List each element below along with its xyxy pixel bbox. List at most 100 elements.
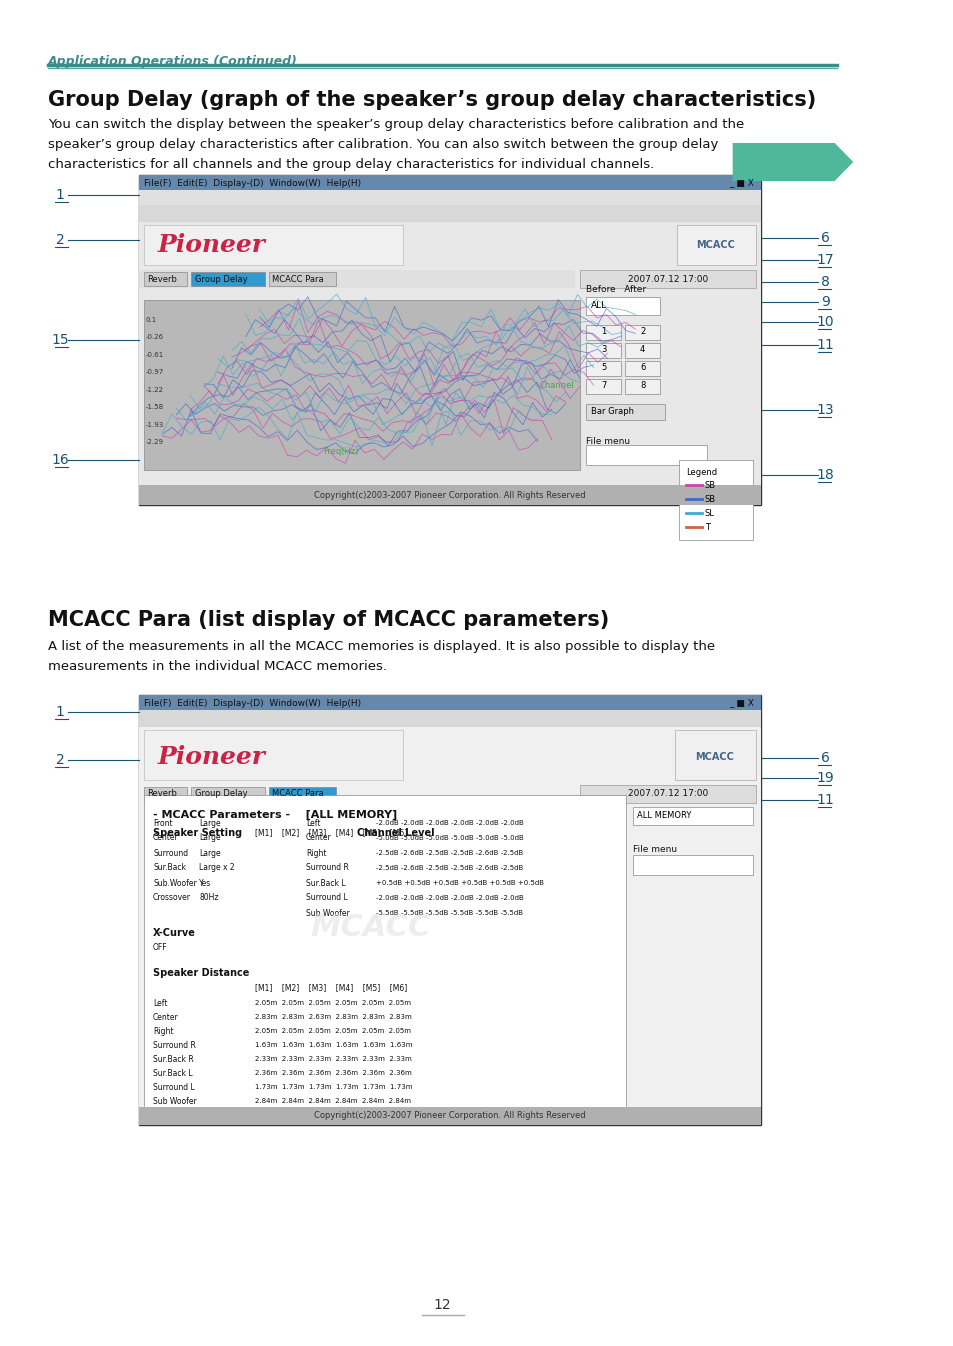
Text: 2: 2 bbox=[639, 327, 644, 336]
Bar bbox=[585, 343, 620, 358]
Bar bbox=[585, 446, 706, 464]
Text: T: T bbox=[704, 522, 709, 532]
Text: 3: 3 bbox=[600, 346, 606, 354]
Text: 16: 16 bbox=[51, 454, 69, 467]
Bar bbox=[144, 795, 625, 1110]
Text: 1: 1 bbox=[56, 188, 65, 202]
Text: Center: Center bbox=[152, 833, 178, 843]
Text: Sur.Back R: Sur.Back R bbox=[152, 1054, 193, 1063]
Text: MCACC: MCACC bbox=[694, 752, 733, 762]
Text: 18: 18 bbox=[816, 468, 834, 482]
Text: Yes: Yes bbox=[199, 879, 212, 887]
Bar bbox=[191, 787, 265, 801]
Text: 2.84m  2.84m  2.84m  2.84m  2.84m  2.84m: 2.84m 2.84m 2.84m 2.84m 2.84m 2.84m bbox=[254, 1098, 411, 1104]
Text: Sub.Woofer: Sub.Woofer bbox=[152, 879, 196, 887]
Text: -1.22: -1.22 bbox=[146, 388, 164, 393]
Text: +0.5dB +0.5dB +0.5dB +0.5dB +0.5dB +0.5dB: +0.5dB +0.5dB +0.5dB +0.5dB +0.5dB +0.5d… bbox=[375, 880, 543, 886]
Text: -2.5dB -2.6dB -2.5dB -2.5dB -2.6dB -2.5dB: -2.5dB -2.6dB -2.5dB -2.5dB -2.6dB -2.5d… bbox=[375, 865, 522, 871]
Bar bbox=[191, 272, 265, 285]
Text: ALL: ALL bbox=[590, 302, 606, 311]
Bar bbox=[679, 460, 752, 540]
Bar bbox=[585, 324, 620, 341]
Text: Application Operations (Continued): Application Operations (Continued) bbox=[49, 55, 297, 69]
Text: SB: SB bbox=[704, 481, 716, 490]
Text: Copyright(c)2003-2007 Pioneer Corporation. All Rights Reserved: Copyright(c)2003-2007 Pioneer Corporatio… bbox=[314, 1112, 585, 1120]
Bar bbox=[139, 709, 760, 727]
Text: 17: 17 bbox=[816, 253, 833, 267]
Text: MCACC: MCACC bbox=[311, 914, 431, 942]
Text: Sub Woofer: Sub Woofer bbox=[152, 1097, 196, 1105]
Text: Group Delay: Group Delay bbox=[194, 790, 247, 798]
Text: speaker’s group delay characteristics after calibration. You can also switch bet: speaker’s group delay characteristics af… bbox=[49, 139, 718, 151]
Bar bbox=[585, 361, 620, 376]
Text: Group Delay: Group Delay bbox=[194, 275, 247, 284]
Text: 9: 9 bbox=[821, 295, 829, 310]
Text: Right: Right bbox=[152, 1027, 173, 1035]
Text: A list of the measurements in all the MCACC memories is displayed. It is also po: A list of the measurements in all the MC… bbox=[49, 639, 715, 653]
Text: 2.33m  2.33m  2.33m  2.33m  2.33m  2.33m: 2.33m 2.33m 2.33m 2.33m 2.33m 2.33m bbox=[254, 1057, 412, 1062]
Bar bbox=[144, 730, 403, 779]
Text: 2.83m  2.83m  2.63m  2.83m  2.83m  2.83m: 2.83m 2.83m 2.63m 2.83m 2.83m 2.83m bbox=[254, 1014, 412, 1020]
Bar bbox=[585, 404, 664, 420]
Bar bbox=[624, 361, 659, 376]
Text: Sur.Back L: Sur.Back L bbox=[306, 879, 345, 887]
Bar bbox=[139, 727, 760, 1125]
Bar bbox=[675, 730, 755, 779]
Text: 8: 8 bbox=[821, 275, 829, 289]
Text: Pioneer: Pioneer bbox=[157, 233, 265, 257]
Text: 2007.07.12 17:00: 2007.07.12 17:00 bbox=[627, 790, 707, 798]
Text: 7: 7 bbox=[600, 381, 606, 390]
Text: MCACC Para: MCACC Para bbox=[272, 790, 323, 798]
Text: Surround R: Surround R bbox=[152, 1040, 195, 1050]
Text: MCACC: MCACC bbox=[696, 240, 735, 250]
Text: Surround L: Surround L bbox=[306, 894, 348, 903]
Text: Large: Large bbox=[199, 833, 221, 843]
Bar bbox=[139, 205, 760, 222]
Bar bbox=[144, 272, 187, 285]
Text: 11: 11 bbox=[816, 338, 834, 353]
Text: 2007.07.12 17:00: 2007.07.12 17:00 bbox=[627, 275, 707, 284]
Text: Group Delay (graph of the speaker’s group delay characteristics): Group Delay (graph of the speaker’s grou… bbox=[49, 90, 816, 110]
Text: -1.93: -1.93 bbox=[146, 423, 164, 428]
Text: Channel: Channel bbox=[538, 381, 574, 389]
Bar bbox=[268, 787, 335, 801]
Text: Center: Center bbox=[152, 1012, 178, 1022]
Bar bbox=[585, 297, 659, 315]
Text: Bar Graph: Bar Graph bbox=[590, 408, 633, 416]
Text: _ ■ X: _ ■ X bbox=[729, 699, 754, 708]
Text: 12: 12 bbox=[433, 1298, 451, 1312]
Text: File menu: File menu bbox=[585, 437, 630, 447]
Text: characteristics for all channels and the group delay characteristics for individ: characteristics for all channels and the… bbox=[49, 157, 654, 171]
Text: Channel Level: Channel Level bbox=[356, 828, 435, 839]
Text: 19: 19 bbox=[816, 771, 834, 785]
Text: Large: Large bbox=[199, 818, 221, 828]
Text: 2.05m  2.05m  2.05m  2.05m  2.05m  2.05m: 2.05m 2.05m 2.05m 2.05m 2.05m 2.05m bbox=[254, 1000, 411, 1005]
Bar bbox=[268, 272, 335, 285]
Bar bbox=[144, 300, 579, 470]
Text: 0.1: 0.1 bbox=[146, 318, 156, 323]
Text: 1.63m  1.63m  1.63m  1.63m  1.63m  1.63m: 1.63m 1.63m 1.63m 1.63m 1.63m 1.63m bbox=[254, 1042, 412, 1049]
Text: Surround R: Surround R bbox=[306, 864, 349, 872]
Text: -2.29: -2.29 bbox=[146, 439, 164, 446]
Bar bbox=[139, 271, 575, 288]
Bar bbox=[624, 380, 659, 394]
Polygon shape bbox=[732, 143, 852, 180]
Bar bbox=[139, 695, 760, 709]
Text: 1: 1 bbox=[56, 705, 65, 719]
Text: Right: Right bbox=[306, 848, 326, 857]
Text: -5.0dB -5.0dB -5.0dB -5.0dB -5.0dB -5.0dB: -5.0dB -5.0dB -5.0dB -5.0dB -5.0dB -5.0d… bbox=[375, 835, 523, 841]
Text: Sur.Back L: Sur.Back L bbox=[152, 1069, 193, 1078]
Text: 1: 1 bbox=[600, 327, 606, 336]
Text: Front: Front bbox=[152, 818, 172, 828]
Text: Reverb: Reverb bbox=[148, 790, 177, 798]
Bar bbox=[139, 485, 760, 505]
Text: _ ■ X: _ ■ X bbox=[729, 179, 754, 187]
Text: Sub Woofer: Sub Woofer bbox=[306, 909, 350, 918]
Text: Continue: Continue bbox=[746, 1175, 844, 1194]
Text: -2.0dB -2.0dB -2.0dB -2.0dB -2.0dB -2.0dB: -2.0dB -2.0dB -2.0dB -2.0dB -2.0dB -2.0d… bbox=[375, 895, 523, 900]
FancyBboxPatch shape bbox=[139, 695, 760, 1125]
Text: ALL MEMORY: ALL MEMORY bbox=[637, 812, 691, 821]
Text: You can switch the display between the speaker’s group delay characteristics bef: You can switch the display between the s… bbox=[49, 118, 743, 131]
Text: Reverb: Reverb bbox=[148, 275, 177, 284]
Text: 6: 6 bbox=[821, 751, 829, 765]
